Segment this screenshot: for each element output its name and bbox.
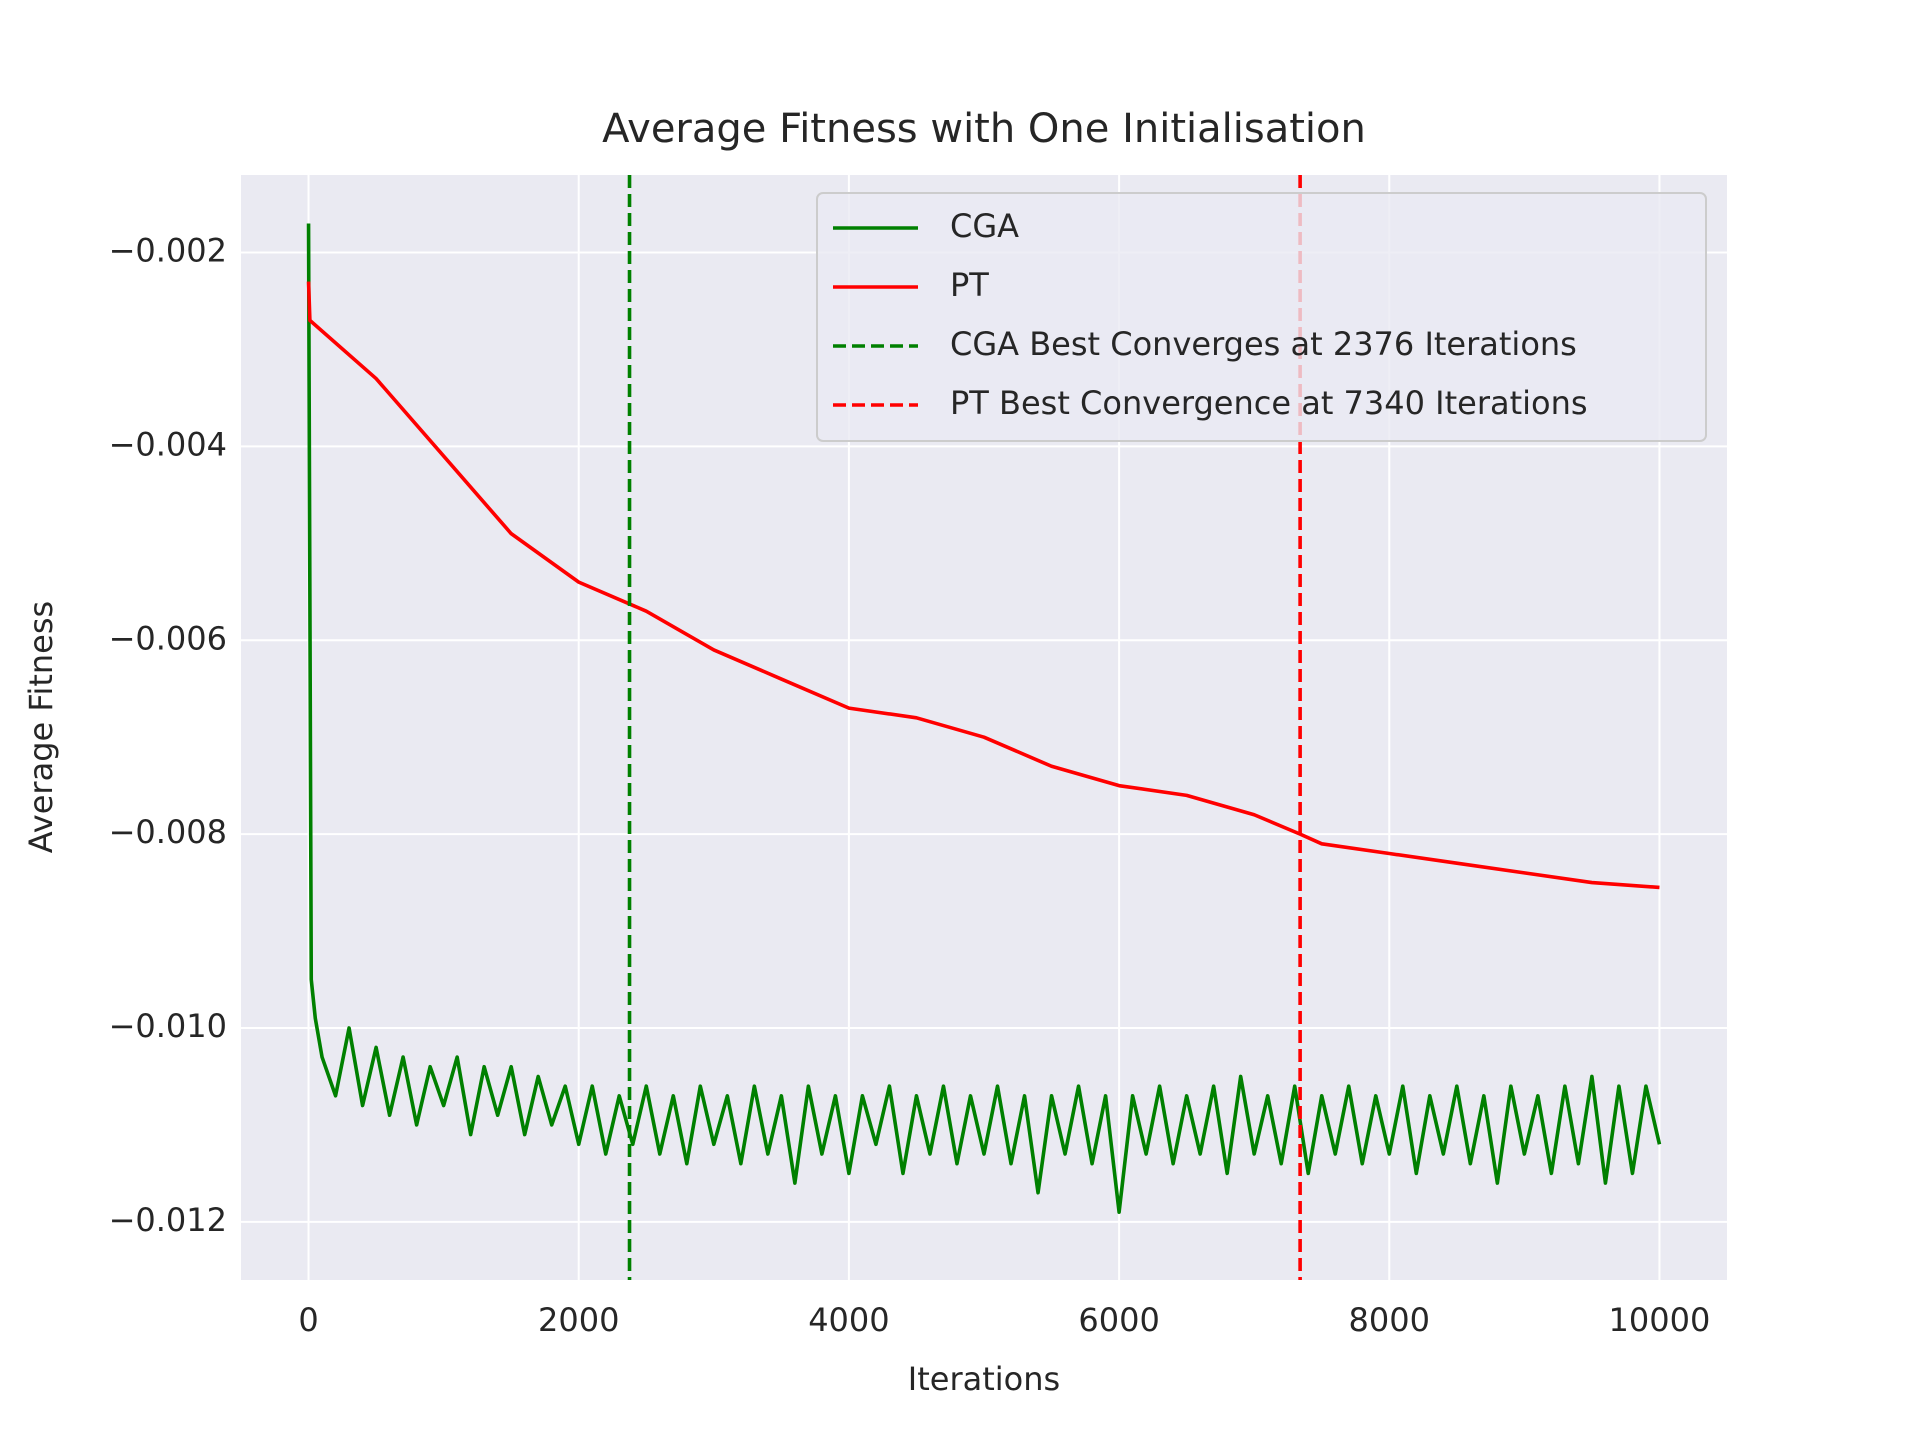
legend-label: CGA Best Converges at 2376 Iterations (950, 325, 1577, 363)
x-tick-label: 10000 (1609, 1301, 1711, 1339)
x-tick-label: 2000 (538, 1301, 619, 1339)
legend: CGA PT CGA Best Converges at 2376 Iteratio… (816, 192, 1707, 442)
marks (306, 175, 1662, 1280)
y-tick-label: −0.008 (109, 813, 227, 851)
chart-title: Average Fitness with One Initialisation (602, 106, 1366, 152)
legend-label: PT (950, 266, 989, 304)
series-line (306, 281, 1660, 890)
x-tick-label: 0 (298, 1301, 318, 1339)
x-tick-label: 6000 (1078, 1301, 1159, 1339)
y-tick-label: −0.002 (109, 232, 227, 270)
legend-label: PT Best Convergence at 7340 Iterations (950, 384, 1588, 422)
y-axis-label: Average Fitness (22, 601, 60, 853)
legend-label: CGA (950, 207, 1019, 245)
legend-box (816, 192, 1707, 442)
y-tick-label: −0.010 (109, 1007, 227, 1045)
y-tick-label: −0.006 (109, 619, 227, 657)
series-line (306, 223, 1662, 1214)
x-tick-label: 4000 (808, 1301, 889, 1339)
y-tick-label: −0.004 (109, 425, 227, 463)
x-axis-label: Iterations (908, 1360, 1060, 1398)
y-tick-label: −0.012 (109, 1201, 227, 1239)
x-tick-label: 8000 (1349, 1301, 1430, 1339)
